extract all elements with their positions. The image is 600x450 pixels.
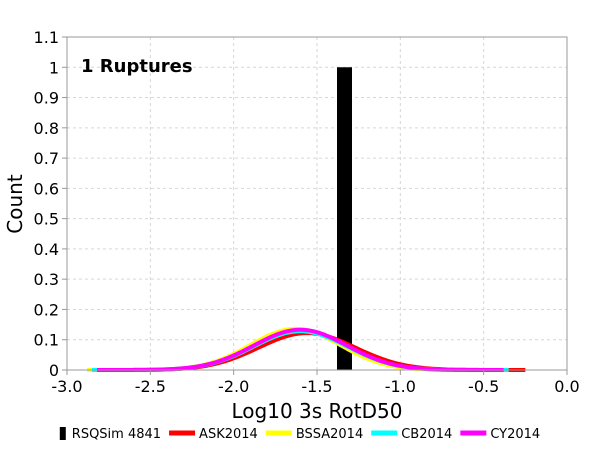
series-line-cy2014 bbox=[97, 327, 504, 372]
x-tick-label: 0.0 bbox=[554, 377, 579, 396]
y-tick-label: 0.8 bbox=[34, 119, 59, 138]
histogram-bar bbox=[337, 67, 352, 370]
x-tick-label: -2.0 bbox=[218, 377, 249, 396]
annotation-text: 1 Ruptures bbox=[81, 56, 193, 77]
y-tick-label: 0.1 bbox=[34, 331, 59, 350]
bars bbox=[337, 67, 352, 370]
y-tick-label: 0.4 bbox=[34, 240, 59, 259]
y-tick-label: 0.6 bbox=[34, 179, 59, 198]
x-tick-label: -3.0 bbox=[51, 377, 82, 396]
y-tick-label: 0.2 bbox=[34, 300, 59, 319]
y-tick-label: 0 bbox=[49, 361, 59, 380]
y-tick-label: 0.3 bbox=[34, 270, 59, 289]
legend: RSQSim 4841 ASK2014 BSSA2014 CB2014 CY2014 bbox=[59, 427, 540, 442]
y-tick-label: 0.5 bbox=[34, 210, 59, 229]
x-tick-label: -1.0 bbox=[385, 377, 416, 396]
x-axis: -3.0 -2.5 -2.0 -1.5 -1.0 -0.5 0.0 bbox=[51, 370, 580, 396]
legend-label-bssa2014: BSSA2014 bbox=[296, 427, 363, 442]
y-axis: 0 0.1 0.2 0.3 0.4 0.5 0.6 0.7 0.8 0.9 1 1.1 bbox=[34, 28, 67, 380]
legend-label-rsqsim-4841: RSQSim 4841 bbox=[72, 427, 161, 442]
x-tick-label: -2.5 bbox=[135, 377, 166, 396]
legend-label-cb2014: CB2014 bbox=[401, 427, 452, 442]
legend-label-ask2014: ASK2014 bbox=[199, 427, 258, 442]
y-tick-label: 1 bbox=[49, 58, 59, 77]
y-tick-label: 0.7 bbox=[34, 149, 59, 168]
x-tick-label: -1.5 bbox=[301, 377, 332, 396]
x-tick-label: -0.5 bbox=[468, 377, 499, 396]
x-axis-title: Log10 3s RotD50 bbox=[232, 399, 403, 423]
grid bbox=[67, 37, 567, 370]
y-tick-label: 1.1 bbox=[34, 28, 59, 47]
y-axis-title: Count bbox=[3, 174, 27, 234]
y-tick-label: 0.9 bbox=[34, 89, 59, 108]
legend-label-cy2014: CY2014 bbox=[490, 427, 540, 442]
legend-swatch-rsqsim-4841 bbox=[59, 427, 66, 440]
